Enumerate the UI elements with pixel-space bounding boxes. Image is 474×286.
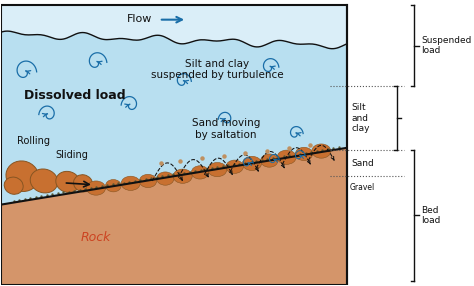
Ellipse shape xyxy=(173,169,192,183)
Ellipse shape xyxy=(243,156,262,170)
Ellipse shape xyxy=(226,160,243,173)
Text: Sand: Sand xyxy=(352,159,374,168)
Text: Bed
load: Bed load xyxy=(421,206,440,225)
Bar xyxy=(0,5,347,285)
Ellipse shape xyxy=(157,172,174,185)
Polygon shape xyxy=(0,148,347,285)
Text: Silt and clay
suspended by turbulence: Silt and clay suspended by turbulence xyxy=(151,59,283,80)
Text: Gravel: Gravel xyxy=(349,183,375,192)
Ellipse shape xyxy=(86,181,106,195)
Ellipse shape xyxy=(191,166,209,179)
Ellipse shape xyxy=(295,147,313,160)
Text: Silt
and
clay: Silt and clay xyxy=(352,103,370,133)
Ellipse shape xyxy=(4,177,23,194)
Ellipse shape xyxy=(106,180,121,192)
Text: Flow: Flow xyxy=(127,14,152,24)
Text: Dissolved load: Dissolved load xyxy=(24,89,125,102)
Ellipse shape xyxy=(261,154,278,167)
Text: Rock: Rock xyxy=(81,231,111,244)
Ellipse shape xyxy=(56,171,80,192)
Text: Rolling: Rolling xyxy=(17,136,50,146)
Ellipse shape xyxy=(73,175,92,192)
Polygon shape xyxy=(0,31,347,205)
Text: Sand moving
by saltation: Sand moving by saltation xyxy=(192,118,260,140)
Polygon shape xyxy=(0,5,347,49)
Text: Sliding: Sliding xyxy=(56,150,89,160)
Ellipse shape xyxy=(277,150,296,164)
Ellipse shape xyxy=(6,161,39,192)
Ellipse shape xyxy=(312,144,331,158)
Ellipse shape xyxy=(30,169,58,193)
Ellipse shape xyxy=(208,162,227,177)
Ellipse shape xyxy=(139,174,157,188)
Bar xyxy=(347,5,434,285)
Text: Suspended
load: Suspended load xyxy=(421,36,471,55)
Ellipse shape xyxy=(121,176,140,190)
